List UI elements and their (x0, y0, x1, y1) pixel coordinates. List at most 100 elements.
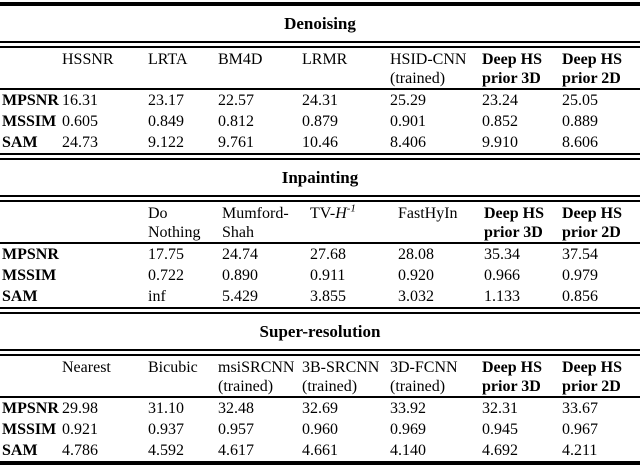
table-cell: 24.74 (222, 246, 258, 263)
table-cell: 33.92 (390, 400, 426, 417)
header-line: Deep HS (484, 205, 544, 222)
table-cell: 0.852 (482, 113, 518, 130)
section-denoising: Denoising HSSNR LRTA BM4D LRMR HSID-CNN (0, 6, 640, 160)
column-header: Deep HS prior 2D (562, 50, 640, 88)
table-cell: 9.910 (482, 134, 518, 151)
table-cell: 8.606 (562, 134, 598, 151)
header-row: HSSNR LRTA BM4D LRMR HSID-CNN (trained) … (0, 48, 640, 88)
table-cell: 1.133 (484, 288, 520, 305)
header-line: prior 2D (562, 224, 621, 241)
header-line: Do (148, 205, 168, 222)
header-line: (trained) (218, 378, 274, 395)
section-inpainting: Inpainting Do Nothing Mumford- Shah TV-H… (0, 160, 640, 314)
table-row: MPSNR 17.75 24.74 27.68 28.08 35.34 37.5… (0, 244, 640, 265)
column-header: Deep HS prior 2D (562, 204, 640, 242)
header-line: Mumford- (222, 205, 289, 222)
table-cell: 0.879 (302, 113, 338, 130)
table-cell: 35.34 (484, 246, 520, 263)
table-cell: 10.46 (302, 134, 338, 151)
header-line: Deep HS (562, 51, 622, 68)
header-line: prior 2D (562, 378, 621, 395)
header-line: prior 3D (482, 70, 541, 87)
header-line: 3B-SRCNN (302, 359, 380, 376)
header-line: LRTA (148, 51, 188, 68)
table-cell: 4.592 (148, 442, 184, 459)
table-cell: 0.890 (222, 267, 258, 284)
table-cell: 0.920 (398, 267, 434, 284)
table-cell: 0.911 (310, 267, 346, 284)
header-line: (trained) (302, 378, 358, 395)
column-header-tv-h: TV-H-1 (310, 203, 398, 223)
table-cell: 0.889 (562, 113, 598, 130)
table-cell: 5.429 (222, 288, 258, 305)
header-line: msiSRCNN (218, 359, 295, 376)
header-line: HSID-CNN (390, 51, 467, 68)
table-cell: 31.10 (148, 400, 184, 417)
header-line: FastHyIn (398, 205, 458, 222)
column-header: 3B-SRCNN (trained) (302, 358, 390, 396)
table-cell: 28.08 (398, 246, 434, 263)
table-row: SAM 24.73 9.122 9.761 10.46 8.406 9.910 … (0, 132, 640, 153)
table-row: SAM inf 5.429 3.855 3.032 1.133 0.856 (0, 286, 640, 307)
section-title: Denoising (284, 14, 356, 33)
header-line: Shah (222, 224, 254, 241)
table-cell: 0.967 (562, 421, 598, 438)
table-cell: 9.122 (148, 134, 184, 151)
column-header: Deep HS prior 3D (482, 358, 562, 396)
table-cell: 0.966 (484, 267, 520, 284)
header-line: prior 3D (482, 378, 541, 395)
column-header: LRMR (302, 50, 390, 69)
row-label: SAM (2, 442, 38, 459)
table-cell: 0.945 (482, 421, 518, 438)
table-cell: 32.48 (218, 400, 254, 417)
section-super-resolution: Super-resolution Nearest Bicubic msiSRCN… (0, 314, 640, 465)
column-header: Nearest (62, 358, 148, 377)
column-header: Deep HS prior 2D (562, 358, 640, 396)
header-line: HSSNR (62, 51, 114, 68)
table-cell: 37.54 (562, 246, 598, 263)
row-label: SAM (2, 134, 38, 151)
header-line: prior 3D (484, 224, 543, 241)
table-cell: 0.901 (390, 113, 426, 130)
row-label: MSSIM (2, 267, 57, 284)
column-header: BM4D (218, 50, 302, 69)
table-cell: 22.57 (218, 92, 254, 109)
table-row: MPSNR 16.31 23.17 22.57 24.31 25.29 23.2… (0, 90, 640, 111)
table-row: SAM 4.786 4.592 4.617 4.661 4.140 4.692 … (0, 440, 640, 461)
column-header: Mumford- Shah (222, 204, 310, 242)
top-rule (0, 2, 640, 6)
header-italic-term: H (335, 205, 347, 222)
table-cell: 16.31 (62, 92, 98, 109)
table-cell: 0.921 (62, 421, 98, 438)
table-cell: 0.856 (562, 288, 598, 305)
table-cell: 0.979 (562, 267, 598, 284)
table-cell: 24.31 (302, 92, 338, 109)
row-label: MPSNR (2, 246, 59, 263)
row-label: MPSNR (2, 92, 59, 109)
row-label: MSSIM (2, 421, 57, 438)
header-line: Deep HS (562, 205, 622, 222)
table-row: MPSNR 29.98 31.10 32.48 32.69 33.92 32.3… (0, 398, 640, 419)
column-header: Deep HS prior 3D (484, 204, 562, 242)
column-header: msiSRCNN (trained) (218, 358, 302, 396)
bottom-rule (0, 461, 640, 465)
double-rule (0, 41, 640, 48)
table-cell: 25.05 (562, 92, 598, 109)
table-cell: 4.211 (562, 442, 598, 459)
table-cell: 32.69 (302, 400, 338, 417)
column-header: FastHyIn (398, 204, 484, 223)
header-line: Bicubic (148, 359, 198, 376)
table-cell: 25.29 (390, 92, 426, 109)
table-cell: 0.969 (390, 421, 426, 438)
table-cell: 9.761 (218, 134, 254, 151)
table-cell: 3.032 (398, 288, 434, 305)
header-rule (0, 396, 640, 398)
table-cell: 0.722 (148, 267, 184, 284)
column-header: HSSNR (62, 50, 148, 69)
row-label: SAM (2, 288, 38, 305)
column-header: HSID-CNN (trained) (390, 50, 482, 88)
table-cell: 3.855 (310, 288, 346, 305)
header-line: prior 2D (562, 70, 621, 87)
table-row: MSSIM 0.921 0.937 0.957 0.960 0.969 0.94… (0, 419, 640, 440)
